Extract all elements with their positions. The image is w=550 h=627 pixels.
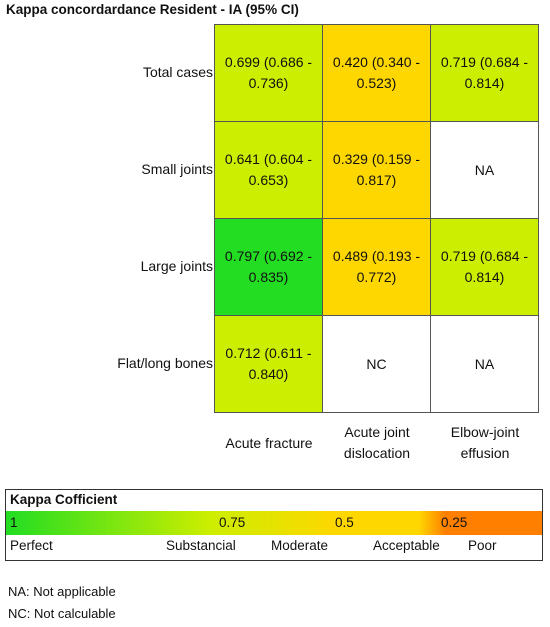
column-label: Acute fracture: [225, 435, 313, 451]
legend-qualitative-label: Moderate: [271, 538, 329, 553]
heatmap-cell: 0.699 (0.686 - 0.736): [214, 24, 323, 122]
legend-box: [5, 489, 543, 561]
cell-value: 0.797 (0.692 - 0.835): [224, 248, 313, 285]
row-label: Flat/long bones: [117, 354, 213, 371]
row-label: Total cases: [142, 63, 213, 80]
cell-value: 0.719 (0.684 - 0.814): [440, 54, 529, 91]
legend-qualitative-label: Poor: [468, 538, 497, 553]
row-label: Large joints: [140, 257, 213, 274]
cell-value: 0.719 (0.684 - 0.814): [440, 248, 529, 285]
column-label: Acute joint dislocation: [343, 424, 411, 461]
heatmap-cell: 0.712 (0.611 - 0.840): [214, 315, 323, 413]
legend-color-bar: [6, 511, 542, 535]
heatmap-cell: 0.489 (0.193 - 0.772): [322, 218, 431, 316]
cell-value: 0.329 (0.159 - 0.817): [332, 151, 421, 188]
cell-value: 0.699 (0.686 - 0.736): [224, 54, 313, 91]
heatmap-cell: NA: [430, 121, 539, 219]
chart-title: Kappa concordardance Resident - IA (95% …: [6, 2, 299, 17]
heatmap-cell: NA: [430, 315, 539, 413]
note-nc: NC: Not calculable: [8, 606, 116, 621]
legend-scale-value: 0.5: [335, 515, 354, 530]
legend-qualitative-label: Acceptable: [373, 538, 440, 553]
cell-value: NA: [474, 161, 495, 178]
cell-value: 0.420 (0.340 - 0.523): [332, 54, 421, 91]
legend-scale-value: 1: [10, 515, 18, 530]
row-label: Small joints: [141, 160, 213, 177]
legend-scale-value: 0.75: [219, 515, 246, 530]
heatmap-cell: 0.719 (0.684 - 0.814): [430, 218, 539, 316]
legend-title: Kappa Cofficient: [10, 492, 118, 507]
cell-value: 0.712 (0.611 - 0.840): [225, 345, 312, 382]
column-label: Elbow-joint effusion: [450, 424, 520, 461]
cell-value: 0.489 (0.193 - 0.772): [332, 248, 421, 285]
cell-value: NA: [474, 355, 495, 372]
heatmap-cell: 0.420 (0.340 - 0.523): [322, 24, 431, 122]
heatmap-cell: 0.719 (0.684 - 0.814): [430, 24, 539, 122]
legend-qualitative-label: Perfect: [10, 538, 53, 553]
heatmap-cell: 0.641 (0.604 - 0.653): [214, 121, 323, 219]
cell-value: 0.641 (0.604 - 0.653): [224, 151, 313, 188]
note-na: NA: Not applicable: [8, 584, 116, 599]
legend-qualitative-label: Substancial: [166, 538, 236, 553]
heatmap-cell: NC: [322, 315, 431, 413]
heatmap-cell: 0.329 (0.159 - 0.817): [322, 121, 431, 219]
heatmap-cell: 0.797 (0.692 - 0.835): [214, 218, 323, 316]
cell-value: NC: [366, 355, 387, 372]
legend-scale-value: 0.25: [441, 515, 468, 530]
